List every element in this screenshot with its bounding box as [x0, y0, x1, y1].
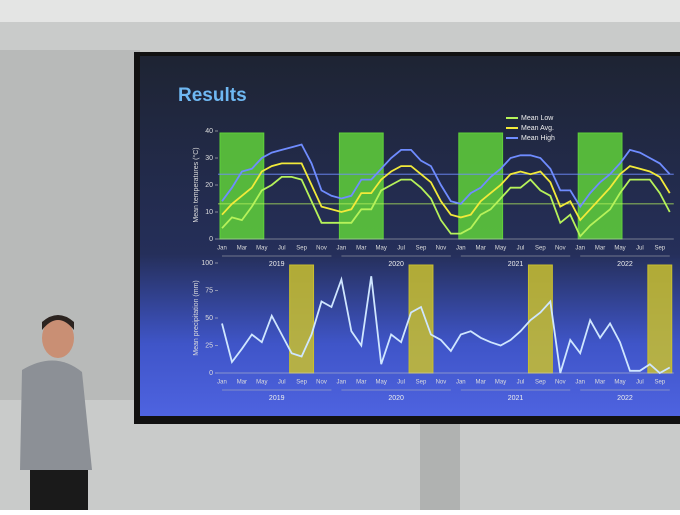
x-tick-label: Nov — [316, 380, 327, 386]
y-tick-label: 20 — [205, 182, 213, 189]
x-tick-label: Sep — [654, 246, 665, 252]
x-tick-label: Mar — [356, 246, 366, 252]
x-tick-label: Jan — [456, 246, 466, 252]
y-axis-label: Mean temperatures (°C) — [192, 147, 200, 222]
legend-label: Mean High — [521, 135, 555, 142]
year-label: 2019 — [269, 395, 285, 402]
x-tick-label: Sep — [296, 380, 307, 386]
y-tick-label: 75 — [205, 287, 213, 294]
x-tick-label: Jan — [456, 380, 466, 386]
y-tick-label: 50 — [205, 315, 213, 322]
year-label: 2021 — [508, 395, 524, 402]
x-tick-label: May — [376, 246, 387, 252]
x-tick-label: Mar — [356, 380, 366, 386]
series-line — [221, 143, 671, 209]
x-tick-label: Jan — [217, 246, 227, 252]
y-tick-label: 0 — [209, 236, 213, 243]
ceiling — [0, 0, 680, 22]
series-line — [221, 162, 671, 222]
x-tick-label: Jul — [278, 246, 286, 252]
highlight-span — [647, 264, 673, 374]
year-label: 2019 — [269, 261, 285, 268]
x-tick-label: May — [614, 380, 625, 386]
x-tick-label: Jul — [278, 380, 286, 386]
x-tick-label: May — [495, 246, 506, 252]
x-tick-label: Jul — [397, 380, 405, 386]
x-tick-label: Sep — [296, 246, 307, 252]
x-tick-label: Jul — [636, 246, 644, 252]
y-tick-label: 10 — [205, 209, 213, 216]
year-label: 2022 — [617, 261, 633, 268]
legend-label: Mean Low — [521, 115, 554, 122]
x-tick-label: Jan — [575, 380, 585, 386]
x-tick-label: May — [495, 380, 506, 386]
x-tick-label: Nov — [316, 246, 327, 252]
x-tick-label: Jan — [337, 246, 347, 252]
year-label: 2021 — [508, 261, 524, 268]
x-tick-label: Nov — [555, 380, 566, 386]
x-tick-label: May — [614, 246, 625, 252]
year-label: 2022 — [617, 395, 633, 402]
y-axis-label: Mean precipitation (mm) — [193, 280, 200, 355]
year-label: 2020 — [388, 395, 404, 402]
x-tick-label: Jan — [575, 246, 585, 252]
highlight-span — [577, 132, 623, 240]
x-tick-label: Mar — [595, 380, 605, 386]
legend-label: Mean Avg. — [521, 125, 554, 132]
x-tick-label: Mar — [237, 380, 247, 386]
highlight-span — [408, 264, 434, 374]
y-tick-label: 100 — [201, 260, 213, 267]
x-tick-label: Jan — [217, 380, 227, 386]
slide-title: Results — [178, 85, 247, 106]
x-tick-label: Nov — [436, 246, 447, 252]
x-tick-label: Sep — [654, 380, 665, 386]
series-line — [221, 175, 671, 238]
x-tick-label: Sep — [535, 246, 546, 252]
x-tick-label: May — [256, 380, 267, 386]
x-tick-label: Mar — [476, 246, 486, 252]
x-tick-label: Jul — [636, 380, 644, 386]
highlight-span — [458, 132, 504, 240]
x-tick-label: May — [376, 380, 387, 386]
y-tick-label: 0 — [209, 370, 213, 377]
x-tick-label: Sep — [416, 380, 427, 386]
year-label: 2020 — [388, 261, 404, 268]
x-tick-label: Nov — [436, 380, 447, 386]
presenter — [20, 315, 92, 510]
x-tick-label: Sep — [416, 246, 427, 252]
y-tick-label: 25 — [205, 342, 213, 349]
pillar — [420, 424, 460, 510]
y-tick-label: 30 — [205, 155, 213, 162]
y-tick-label: 40 — [205, 128, 213, 135]
x-tick-label: Jul — [517, 246, 525, 252]
x-tick-label: May — [256, 246, 267, 252]
x-tick-label: Nov — [555, 246, 566, 252]
x-tick-label: Jul — [397, 246, 405, 252]
series-line — [221, 276, 671, 375]
x-tick-label: Mar — [237, 246, 247, 252]
x-tick-label: Jul — [517, 380, 525, 386]
x-tick-label: Mar — [595, 246, 605, 252]
x-tick-label: Sep — [535, 380, 546, 386]
x-tick-label: Jan — [337, 380, 347, 386]
x-tick-label: Mar — [476, 380, 486, 386]
